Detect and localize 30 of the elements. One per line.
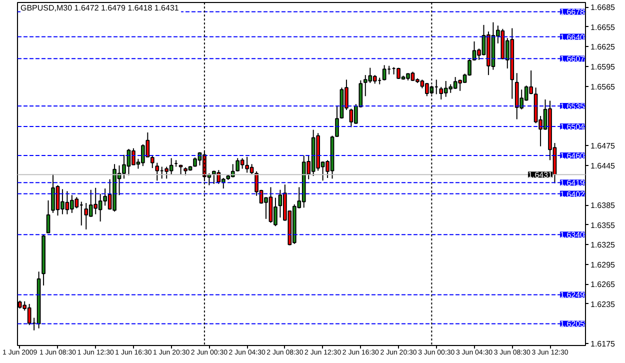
ref-line-label: 1.6431 bbox=[528, 170, 554, 180]
ref-line-label: 1.6419 bbox=[560, 178, 586, 188]
y-tick-label: 1.6325 bbox=[590, 240, 616, 250]
y-tick-label: 1.6625 bbox=[590, 42, 616, 52]
ref-line-label: 1.6205 bbox=[560, 320, 586, 329]
y-tick-label: 1.6685 bbox=[590, 3, 616, 12]
y-tick-label: 1.6235 bbox=[590, 300, 616, 309]
ref-line-label: 1.6640 bbox=[560, 32, 586, 42]
y-tick-label: 1.6355 bbox=[590, 220, 616, 230]
ref-line-label: 1.6678 bbox=[560, 8, 586, 17]
y-tick-label: 1.6445 bbox=[590, 161, 616, 170]
y-tick-label: 1.6475 bbox=[590, 142, 616, 151]
y-tick-label: 1.6655 bbox=[590, 22, 616, 32]
ref-line-label: 1.6249 bbox=[560, 290, 586, 300]
y-tick-label: 1.6385 bbox=[590, 201, 616, 210]
ref-line-label: 1.6460 bbox=[560, 152, 586, 161]
y-tick-label: 1.6595 bbox=[590, 62, 616, 72]
y-tick-label: 1.6565 bbox=[590, 82, 616, 92]
candlestick bbox=[155, 162, 160, 182]
y-tick-label: 1.6175 bbox=[590, 340, 616, 349]
ref-line-label: 1.6535 bbox=[560, 102, 586, 112]
y-tick-label: 1.6295 bbox=[590, 260, 616, 270]
y-tick-label: 1.6265 bbox=[590, 280, 616, 290]
chart-title: GBPUSD,M30 1.6472 1.6479 1.6418 1.6431 bbox=[20, 4, 180, 12]
candlestick bbox=[46, 200, 50, 234]
ref-line-label: 1.6340 bbox=[560, 230, 586, 240]
ref-line-label: 1.6504 bbox=[560, 122, 586, 132]
ref-line-label: 1.6607 bbox=[560, 54, 586, 64]
candlestick bbox=[382, 64, 386, 81]
ref-line-label: 1.6402 bbox=[560, 190, 586, 199]
